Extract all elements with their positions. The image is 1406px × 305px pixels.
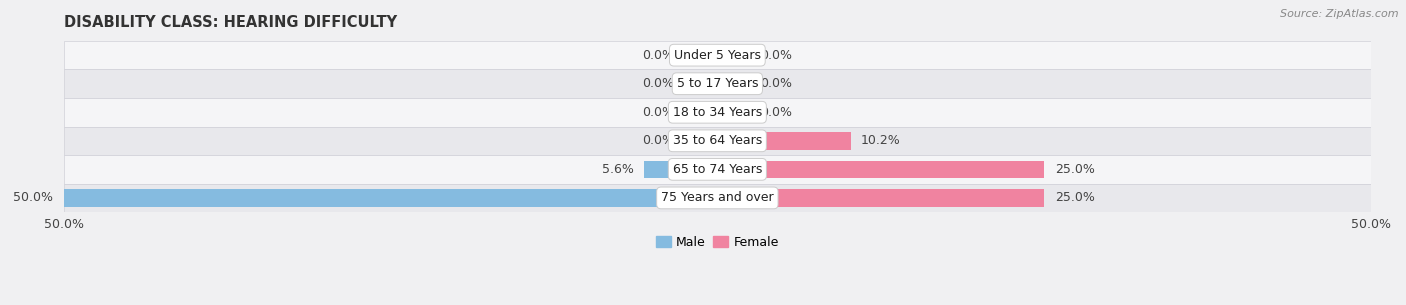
Text: Under 5 Years: Under 5 Years	[673, 49, 761, 62]
Bar	[63, 98, 1371, 127]
Bar	[717, 46, 749, 64]
Text: 50.0%: 50.0%	[13, 192, 53, 204]
Bar	[63, 189, 717, 207]
Bar	[717, 160, 1045, 178]
Text: 65 to 74 Years: 65 to 74 Years	[672, 163, 762, 176]
Bar	[717, 75, 749, 92]
Bar	[644, 160, 717, 178]
Text: 35 to 64 Years: 35 to 64 Years	[672, 134, 762, 147]
Bar	[63, 127, 1371, 155]
Text: 0.0%: 0.0%	[643, 49, 675, 62]
Bar	[717, 189, 1045, 207]
Text: Source: ZipAtlas.com: Source: ZipAtlas.com	[1281, 9, 1399, 19]
Text: 75 Years and over: 75 Years and over	[661, 192, 773, 204]
Text: 0.0%: 0.0%	[761, 106, 793, 119]
Text: 10.2%: 10.2%	[860, 134, 901, 147]
Text: 0.0%: 0.0%	[643, 134, 675, 147]
Bar	[685, 46, 717, 64]
Bar	[717, 132, 851, 150]
Bar	[63, 184, 1371, 212]
Bar	[685, 103, 717, 121]
Text: DISABILITY CLASS: HEARING DIFFICULTY: DISABILITY CLASS: HEARING DIFFICULTY	[63, 15, 396, 30]
Legend: Male, Female: Male, Female	[651, 231, 783, 254]
Text: 25.0%: 25.0%	[1054, 163, 1094, 176]
Text: 18 to 34 Years: 18 to 34 Years	[672, 106, 762, 119]
Bar	[63, 70, 1371, 98]
Text: 25.0%: 25.0%	[1054, 192, 1094, 204]
Bar	[685, 75, 717, 92]
Bar	[685, 132, 717, 150]
Text: 5 to 17 Years: 5 to 17 Years	[676, 77, 758, 90]
Text: 0.0%: 0.0%	[761, 77, 793, 90]
Bar	[717, 103, 749, 121]
Bar	[63, 41, 1371, 70]
Text: 0.0%: 0.0%	[643, 106, 675, 119]
Text: 5.6%: 5.6%	[602, 163, 634, 176]
Text: 0.0%: 0.0%	[643, 77, 675, 90]
Text: 0.0%: 0.0%	[761, 49, 793, 62]
Bar	[63, 155, 1371, 184]
